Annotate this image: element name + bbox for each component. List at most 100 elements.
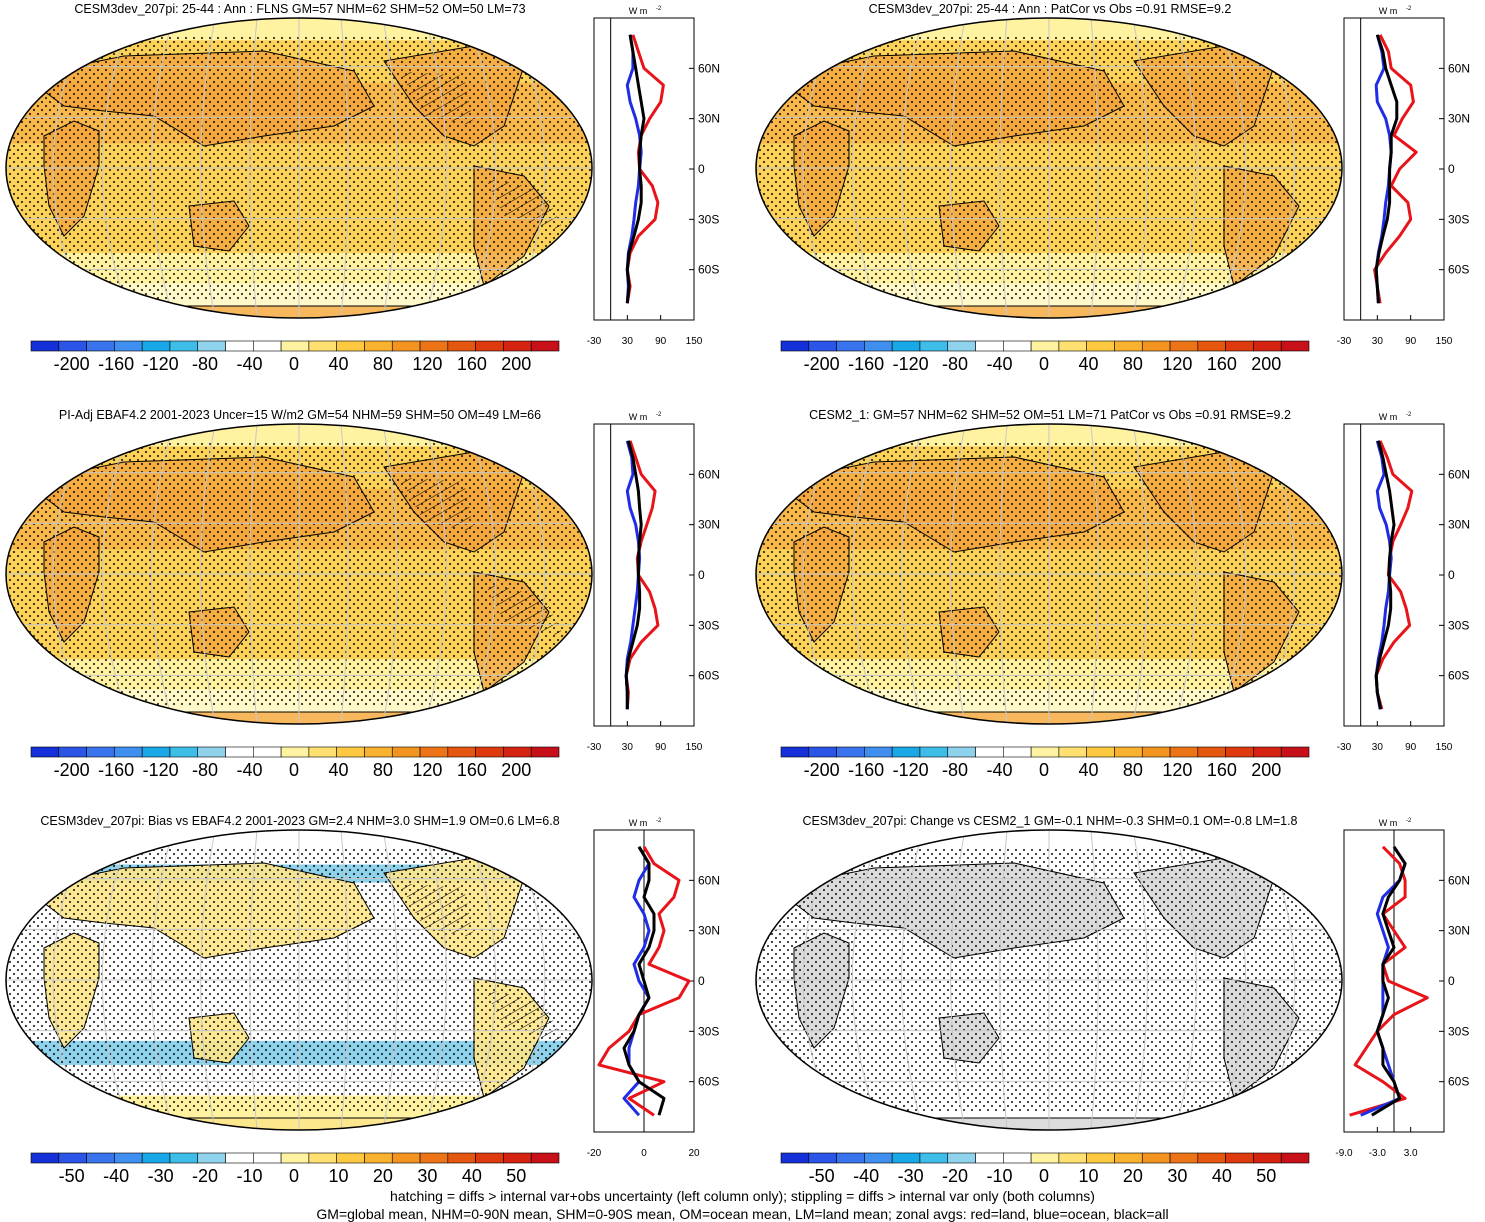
zonal-units: W m [1379, 818, 1398, 828]
zonal-line-land [625, 34, 665, 304]
colorbar-swatch [836, 746, 865, 758]
colorbar-swatch [364, 1152, 393, 1164]
colorbar-swatch [864, 340, 893, 352]
colorbar-labels: -200 -160 -120 -80 -40 0 40 80 120 160 200 [774, 760, 1314, 784]
x-tick-label: 3.0 [1404, 1148, 1418, 1159]
lon-grid-line [101, 424, 133, 724]
colorbar [780, 340, 1310, 352]
lat-label: 30N [1448, 112, 1470, 126]
x-tick-label: 30 [1372, 336, 1384, 347]
colorbar-swatch [336, 340, 365, 352]
lon-grid-line [901, 18, 925, 318]
colorbar-labels: -200 -160 -120 -80 -40 0 40 80 120 160 200 [24, 354, 564, 378]
colorbar-tick-label: 40 [328, 354, 349, 374]
footer-line-1: hatching = diffs > internal var+obs unce… [390, 1188, 1095, 1204]
hatching [484, 176, 564, 231]
lon-grid-line [1090, 424, 1099, 724]
lat-label: 30S [1448, 1024, 1469, 1038]
colorbar-swatch [253, 746, 282, 758]
colorbar-swatch [1030, 746, 1060, 758]
lat-label: 30N [1448, 518, 1470, 532]
colorbar-swatch [1197, 1152, 1226, 1164]
colorbar-swatch [447, 340, 476, 352]
panel-4: CESM2_1: GM=57 NHM=62 SHM=52 OM=51 LM=71… [750, 406, 1485, 812]
colorbar-swatch [280, 1152, 310, 1164]
lon-grid-line [901, 830, 925, 1130]
x-tick-label: 0 [641, 1148, 647, 1159]
colorbar-tick-label: 0 [1038, 1166, 1050, 1186]
colorbar-tick-label: -20 [942, 1166, 969, 1186]
colorbar-tick-label: 200 [501, 760, 532, 780]
lon-grid-line [1132, 424, 1148, 724]
zonal-line-all [1374, 34, 1399, 304]
colorbar-tick-label: 80 [372, 354, 393, 374]
x-tick-label: 150 [1436, 742, 1453, 753]
colorbar-swatch [1225, 340, 1254, 352]
colorbar-swatch [947, 340, 976, 352]
colorbar-swatch [891, 1152, 921, 1164]
colorbar-tick-label: -80 [942, 354, 969, 374]
colorbar-swatch [308, 746, 337, 758]
colorbar-tick-label: -200 [803, 760, 840, 780]
colorbar-swatch [1280, 1152, 1310, 1164]
lon-grid-line [249, 424, 258, 724]
hatching [484, 988, 564, 1043]
lat-label: 30N [1448, 924, 1470, 938]
colorbar-tick-label: -40 [986, 354, 1013, 374]
colorbar-swatch [808, 746, 837, 758]
lon-grid-line [1090, 18, 1099, 318]
map-outline [5, 829, 593, 1131]
panel-5: CESM3dev_207pi: Bias vs EBAF4.2 2001-202… [0, 812, 742, 1218]
lat-label: 60N [1448, 61, 1470, 75]
hatching [399, 883, 474, 938]
hatching [484, 582, 564, 637]
colorbar-swatch [197, 1152, 226, 1164]
colorbar-swatch [1169, 746, 1199, 758]
colorbar-tick-label: 20 [1122, 1166, 1143, 1186]
colorbar-tick-label: 50 [506, 1166, 527, 1186]
colorbar-swatch [780, 1152, 810, 1164]
lon-grid-line [382, 830, 398, 1130]
lat-label: 60S [1448, 1075, 1469, 1089]
lat-label: 60S [698, 669, 719, 683]
lon-grid-line [151, 18, 175, 318]
colorbar-swatch [1086, 1152, 1115, 1164]
colorbar-tick-label: 40 [328, 760, 349, 780]
x-tick-label: 150 [686, 742, 703, 753]
colorbar-swatch [1253, 340, 1282, 352]
colorbar-tick-label: 160 [1206, 354, 1237, 374]
colorbar-swatch [919, 340, 949, 352]
lon-grid-line [249, 18, 258, 318]
panel-title: CESM3dev_207pi: Bias vs EBAF4.2 2001-202… [40, 814, 560, 828]
colorbar [780, 1152, 1310, 1164]
zonal-units-exponent: -2 [656, 412, 662, 418]
colorbar-swatch [225, 1152, 254, 1164]
colorbar-swatch [364, 746, 393, 758]
colorbar-swatch [1003, 340, 1032, 352]
colorbar-swatch [86, 1152, 115, 1164]
lat-label: 60N [1448, 467, 1470, 481]
colorbar-tick-label: 50 [1256, 1166, 1277, 1186]
colorbar-swatch [1058, 340, 1087, 352]
colorbar-tick-label: -20 [192, 1166, 219, 1186]
colorbar-swatch [1030, 1152, 1060, 1164]
colorbar-swatch [808, 1152, 837, 1164]
colorbar-swatch [836, 340, 865, 352]
lon-grid-line [423, 18, 447, 318]
colorbar-swatch [864, 1152, 893, 1164]
lat-label: 30S [698, 618, 719, 632]
colorbar-tick-label: -30 [897, 1166, 924, 1186]
colorbar-swatch [919, 1152, 949, 1164]
colorbar-tick-label: 200 [1251, 354, 1282, 374]
colorbar-tick-label: -200 [53, 760, 90, 780]
panel-title: PI-Adj EBAF4.2 2001-2023 Uncer=15 W/m2 G… [58, 408, 542, 422]
x-tick-label: 20 [688, 1148, 700, 1159]
x-tick-label: 30 [622, 742, 634, 753]
map-outline [5, 17, 593, 319]
world-map [755, 829, 1343, 1131]
colorbar-swatch [447, 1152, 476, 1164]
lon-grid-line [851, 830, 883, 1130]
colorbar-tick-label: 40 [1211, 1166, 1232, 1186]
colorbar-swatch [808, 340, 837, 352]
colorbar-swatch [1086, 746, 1115, 758]
